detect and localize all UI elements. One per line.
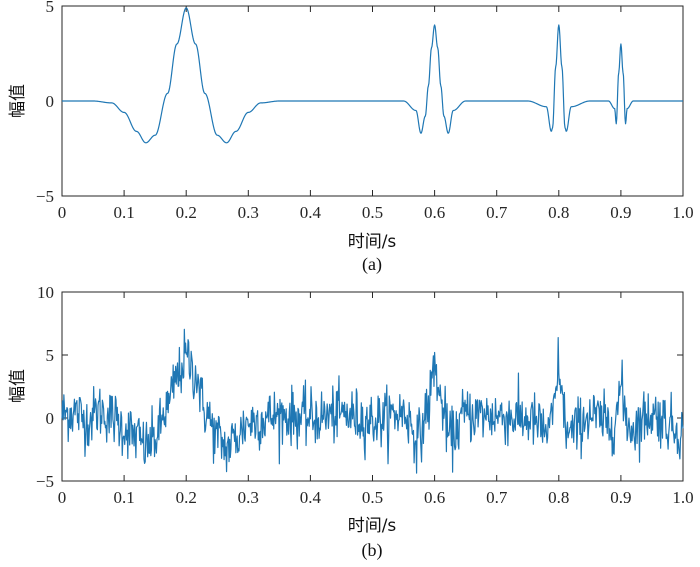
x-tick-label: 0.2: [176, 203, 197, 222]
x-tick-label: 0.1: [113, 203, 134, 222]
x-tick-label: 0.7: [486, 488, 508, 507]
panel-a-line-chart: 0 0.1 0.2 0.3 0.4 0.5 0.6 0.7 0.8 0.9 1.0 −505 时间/…: [8, 0, 694, 275]
x-tick-label: 0: [58, 488, 67, 507]
y-tick-label: 5: [46, 346, 55, 365]
panel-b-caption: (b): [362, 540, 383, 561]
panel-a-ticks: [61, 5, 684, 197]
x-tick-label: 0: [58, 203, 67, 222]
x-tick-label: 1.0: [672, 203, 693, 222]
y-tick-label: 5: [46, 0, 55, 16]
y-tick-label: 0: [46, 409, 55, 428]
x-tick-label: 0.6: [424, 203, 445, 222]
panel-a-x-axis-label: 时间/s: [348, 232, 397, 252]
x-tick-label: 0.4: [300, 203, 322, 222]
x-tick-label: 0.9: [610, 203, 631, 222]
x-tick-label: 0.1: [113, 488, 134, 507]
panel-b-ticks: [61, 291, 684, 482]
y-tick-label: −5: [36, 472, 54, 491]
x-tick-label: 0.5: [362, 488, 383, 507]
x-tick-label: 0.2: [176, 488, 197, 507]
panel-a-caption: (a): [362, 254, 382, 275]
x-tick-label: 0.5: [362, 203, 383, 222]
x-tick-label: 0.8: [548, 488, 569, 507]
panel-a-x-tick-labels: 0 0.1 0.2 0.3 0.4 0.5 0.6 0.7 0.8 0.9 1.0: [58, 203, 694, 222]
x-tick-label: 0.9: [610, 488, 631, 507]
panel-b-y-axis-label: 幅值: [8, 369, 28, 403]
y-tick-label: 10: [37, 283, 54, 302]
x-tick-label: 1.0: [672, 488, 693, 507]
panel-b-x-axis-label: 时间/s: [348, 516, 397, 536]
panel-a-y-axis-label: 幅值: [8, 84, 28, 118]
panel-b-y-tick-labels: −5 0 5 10: [36, 283, 54, 491]
x-tick-label: 0.3: [238, 203, 259, 222]
panel-a-signal-line: [61, 7, 684, 144]
x-tick-label: 0.6: [424, 488, 445, 507]
panel-b-x-tick-labels: 0 0.1 0.2 0.3 0.4 0.5 0.6 0.7 0.8 0.9 1.0: [58, 488, 694, 507]
y-tick-label: 0: [46, 92, 55, 111]
panel-a-y-tick-labels: −5 0 5: [36, 0, 54, 206]
x-tick-label: 0.3: [238, 488, 259, 507]
x-tick-label: 0.7: [486, 203, 508, 222]
x-tick-label: 0.8: [548, 203, 569, 222]
panel-b-noisy-signal-line: [61, 328, 684, 474]
y-tick-label: −5: [36, 187, 54, 206]
x-tick-label: 0.4: [300, 488, 322, 507]
